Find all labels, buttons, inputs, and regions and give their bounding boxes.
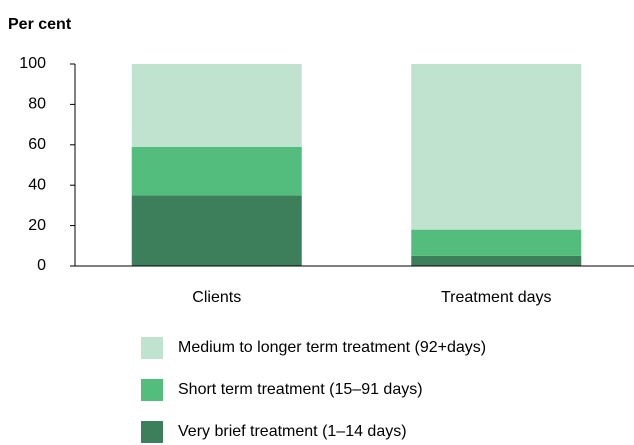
bar-segment <box>411 255 582 266</box>
bar-segment <box>131 195 302 266</box>
y-tick-label: 60 <box>28 136 46 153</box>
legend-label: Short term treatment (15–91 days) <box>178 381 423 398</box>
bar-segment <box>411 229 582 256</box>
x-tick-label: Treatment days <box>441 289 552 306</box>
bar-segment <box>411 64 582 230</box>
x-tick-label: Clients <box>192 289 241 306</box>
y-tick-label: 40 <box>28 176 46 193</box>
legend-label: Medium to longer term treatment (92+days… <box>178 339 486 356</box>
legend-swatch <box>141 421 163 443</box>
y-tick-label: 80 <box>28 96 46 113</box>
bar-segment <box>131 146 302 196</box>
legend-swatch <box>141 337 163 359</box>
bar-segment <box>131 64 302 147</box>
y-tick-label: 0 <box>37 257 46 274</box>
y-tick-label: 20 <box>28 217 46 234</box>
legend-label: Very brief treatment (1–14 days) <box>178 423 407 440</box>
chart-title: Per cent <box>8 16 72 33</box>
legend-swatch <box>141 379 163 401</box>
y-tick-label: 100 <box>19 55 46 72</box>
